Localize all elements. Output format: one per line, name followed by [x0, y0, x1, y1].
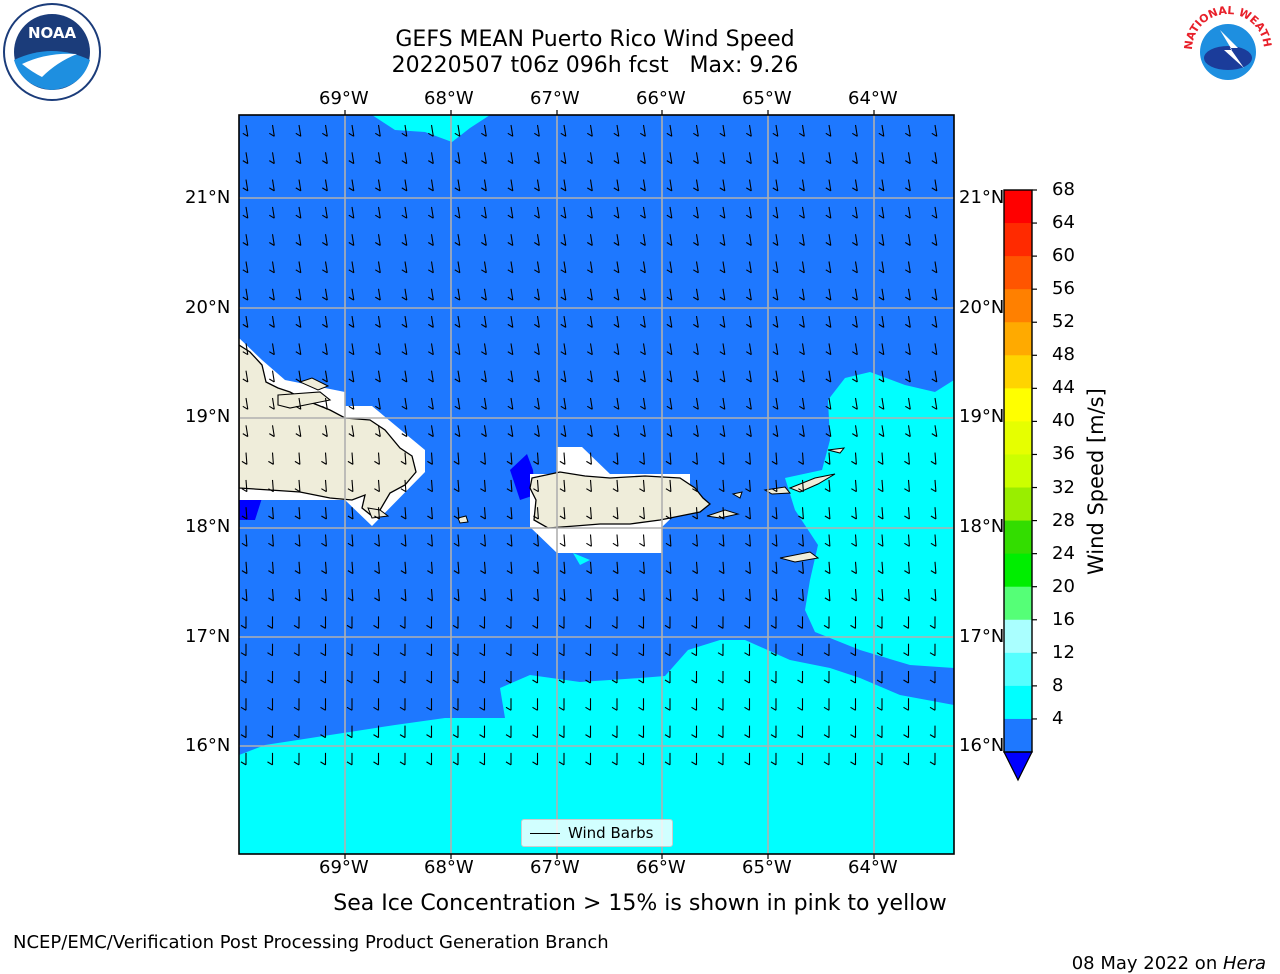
lon-label-bottom-4: 66°W [636, 857, 686, 878]
colorbar-tick-label: 40 [1052, 410, 1075, 432]
lat-label-left-5: 17°N [185, 626, 231, 647]
lat-label-right-5: 17°N [959, 626, 1005, 647]
colorbar-tick-label: 8 [1052, 674, 1064, 696]
lon-label-top-4: 66°W [636, 88, 686, 109]
colorbar-frame [1003, 189, 1033, 753]
lon-label-top-5: 65°W [742, 88, 792, 109]
lon-label-bottom-5: 65°W [742, 857, 792, 878]
footer-date-text: 08 May 2022 on [1071, 953, 1223, 974]
colorbar-title: Wind Speed [m/s] [1084, 388, 1108, 575]
colorbar-extend-low [1003, 751, 1033, 782]
colorbar-segment [1004, 421, 1032, 455]
lon-label-top-3: 67°W [530, 88, 580, 109]
colorbar-tick-label: 60 [1052, 245, 1075, 267]
puerto-rico-land [529, 471, 712, 529]
lon-label-top-1: 69°W [319, 88, 369, 109]
hispaniola-land [239, 344, 417, 517]
noaa-logo-text: NOAA [28, 24, 77, 42]
colorbar-tick-label: 32 [1052, 476, 1075, 498]
footer-date: 08 May 2022 on Hera [1060, 932, 1266, 974]
lon-label-bottom-1: 69°W [319, 857, 369, 878]
colorbar-tick-label: 16 [1052, 608, 1075, 630]
colorbar-tick-label: 48 [1052, 344, 1075, 366]
lat-label-left-2: 20°N [185, 297, 231, 318]
colorbar-segment [1004, 619, 1032, 654]
colorbar-segment [1004, 718, 1032, 753]
colorbar [1003, 189, 1037, 782]
wind-region-south [239, 640, 954, 854]
colorbar-segment [1004, 520, 1032, 555]
wind-region-below4-west [239, 498, 262, 520]
colorbar-tick-label: 12 [1052, 641, 1075, 663]
map-title-line1: GEFS MEAN Puerto Rico Wind Speed [395, 27, 795, 52]
lat-label-right-6: 16°N [959, 735, 1005, 756]
lat-label-left-3: 19°N [185, 406, 231, 427]
noaa-logo: NOAA [2, 2, 102, 102]
colorbar-tick-label: 20 [1052, 575, 1075, 597]
lon-label-top-2: 68°W [424, 88, 474, 109]
colorbar-tick-label: 4 [1052, 707, 1064, 729]
lat-label-right-1: 21°N [959, 187, 1005, 208]
sea-ice-note: Sea Ice Concentration > 15% is shown in … [333, 891, 947, 916]
colorbar-segment [1004, 289, 1032, 323]
colorbar-tick-label: 28 [1052, 509, 1075, 531]
colorbar-segment [1004, 553, 1032, 588]
colorbar-segment [1004, 586, 1032, 621]
wind-barb-paths [240, 124, 938, 766]
colorbar-segment [1004, 388, 1032, 422]
nws-logo: NATIONAL WEATHER SERVICE [1176, 0, 1276, 98]
colorbar-segment [1004, 454, 1032, 489]
lat-label-right-4: 18°N [959, 516, 1005, 537]
colorbar-segment [1004, 322, 1032, 356]
map-title-line2: 20220507 t06z 096h fcst Max: 9.26 [391, 53, 799, 78]
lon-label-top-6: 64°W [848, 88, 898, 109]
colorbar-segment [1004, 190, 1032, 224]
lat-label-left-6: 16°N [185, 735, 231, 756]
map-gridlines [239, 115, 954, 854]
lon-label-bottom-2: 68°W [424, 857, 474, 878]
colorbar-tick-label: 68 [1052, 179, 1075, 200]
map-legend: Wind Barbs [521, 819, 673, 847]
colorbar-segment [1004, 685, 1032, 720]
colorbar-segment [1004, 487, 1032, 522]
colorbar-segment [1004, 223, 1032, 257]
legend-label: Wind Barbs [568, 824, 654, 842]
legend-line [530, 832, 560, 834]
footer-machine: Hera [1222, 953, 1266, 974]
colorbar-segment [1004, 652, 1032, 687]
colorbar-tick-label: 56 [1052, 278, 1075, 300]
wind-region-top [372, 115, 490, 142]
map-frame [238, 114, 955, 855]
colorbar-tick-label: 36 [1052, 443, 1075, 465]
lat-label-left-1: 21°N [185, 187, 231, 208]
footer-branch: NCEP/EMC/Verification Post Processing Pr… [13, 932, 609, 953]
colorbar-tick-label: 52 [1052, 311, 1075, 333]
wind-region-east [785, 372, 954, 668]
colorbar-segment [1004, 256, 1032, 290]
colorbar-tick-label: 44 [1052, 377, 1075, 399]
lon-label-bottom-6: 64°W [848, 857, 898, 878]
wind-region-below4-pr [510, 454, 535, 500]
colorbar-segment [1004, 355, 1032, 389]
colorbar-tick-label: 64 [1052, 212, 1075, 234]
wind-barbs [240, 124, 938, 766]
lat-label-right-3: 19°N [959, 406, 1005, 427]
lat-label-left-4: 18°N [185, 516, 231, 537]
lon-label-bottom-3: 67°W [530, 857, 580, 878]
colorbar-tick-label: 24 [1052, 542, 1075, 564]
lat-label-right-2: 20°N [959, 297, 1005, 318]
